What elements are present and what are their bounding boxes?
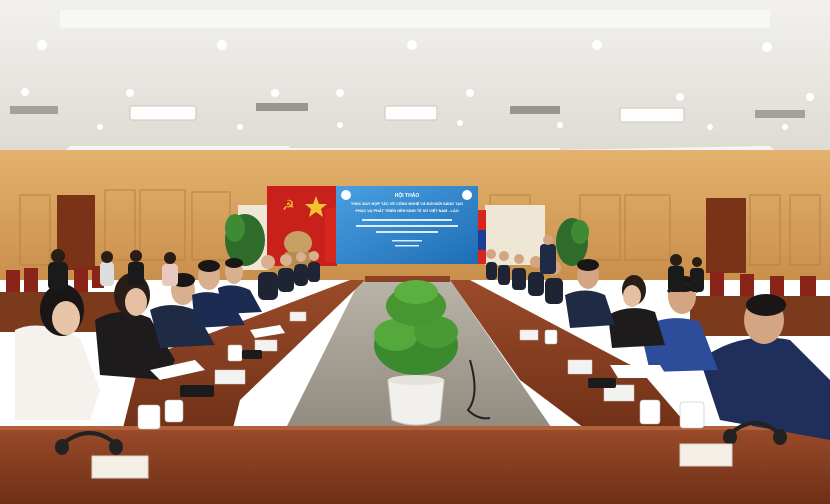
plant-left-wall bbox=[225, 214, 265, 266]
banner-lao-text bbox=[356, 219, 458, 247]
banner-logo-left-icon bbox=[341, 190, 351, 200]
ceiling-panel-light-left bbox=[129, 105, 197, 121]
snack-tray-right bbox=[679, 443, 733, 467]
laos-flag bbox=[476, 210, 486, 230]
ceiling-panel-light-center bbox=[384, 105, 438, 121]
ceiling bbox=[0, 0, 830, 170]
delegates-right bbox=[486, 235, 830, 440]
air-vent-far-left bbox=[10, 106, 58, 114]
delegate-man-navy bbox=[700, 294, 830, 440]
delegate-man-2 bbox=[192, 260, 245, 328]
center-potted-plant bbox=[374, 280, 458, 426]
delegate-woman-right bbox=[608, 275, 665, 348]
papers bbox=[150, 325, 668, 380]
air-vent-far-right bbox=[755, 110, 805, 118]
snack-tray-left bbox=[91, 455, 149, 479]
banner-line3: PHỤC VỤ PHÁT TRIỂN NỀN KINH TẾ SỐ VIỆT N… bbox=[355, 208, 458, 213]
laos-flag-bottom bbox=[476, 250, 486, 264]
side-attendees-left bbox=[48, 249, 178, 290]
delegates-left-far bbox=[258, 262, 320, 300]
ceiling-lights bbox=[21, 40, 814, 130]
star-emblem-icon bbox=[305, 196, 327, 217]
table-front-edge bbox=[0, 426, 830, 430]
delegates-left bbox=[15, 249, 320, 420]
conference-table-back bbox=[365, 276, 450, 282]
bust-statue bbox=[284, 231, 312, 255]
ceiling-cove bbox=[60, 10, 770, 28]
ceiling-panel-light-right bbox=[619, 107, 685, 123]
air-vent-left bbox=[256, 103, 308, 111]
name-plates bbox=[214, 311, 635, 402]
air-vent-right bbox=[510, 106, 560, 114]
banner-line1: HỘI THẢO bbox=[395, 191, 420, 199]
hammer-sickle-icon: ☭ bbox=[282, 197, 295, 213]
laos-flag-blue bbox=[476, 230, 486, 250]
door-right bbox=[706, 198, 746, 273]
delegate-man-right-2 bbox=[565, 259, 615, 328]
headphones bbox=[55, 421, 787, 455]
delegates-left-far-heads bbox=[261, 251, 319, 269]
delegate-man-3 bbox=[218, 258, 262, 314]
banner-line2: THÚC ĐẨY HỢP TÁC VỀ CÔNG NGHỆ VÀ ĐỔI MỚI… bbox=[351, 201, 463, 206]
banner-logo-right-icon bbox=[462, 190, 472, 200]
tea-cups bbox=[137, 329, 705, 430]
standing-man-back bbox=[540, 235, 556, 274]
plant-right-wall bbox=[556, 218, 589, 266]
delegate-woman-white bbox=[15, 284, 100, 420]
side-attendees-right bbox=[668, 254, 704, 292]
microphones bbox=[180, 350, 616, 397]
delegates-right-far bbox=[486, 262, 563, 304]
floor-cable bbox=[466, 359, 491, 420]
delegates-right-far-heads bbox=[486, 249, 561, 275]
